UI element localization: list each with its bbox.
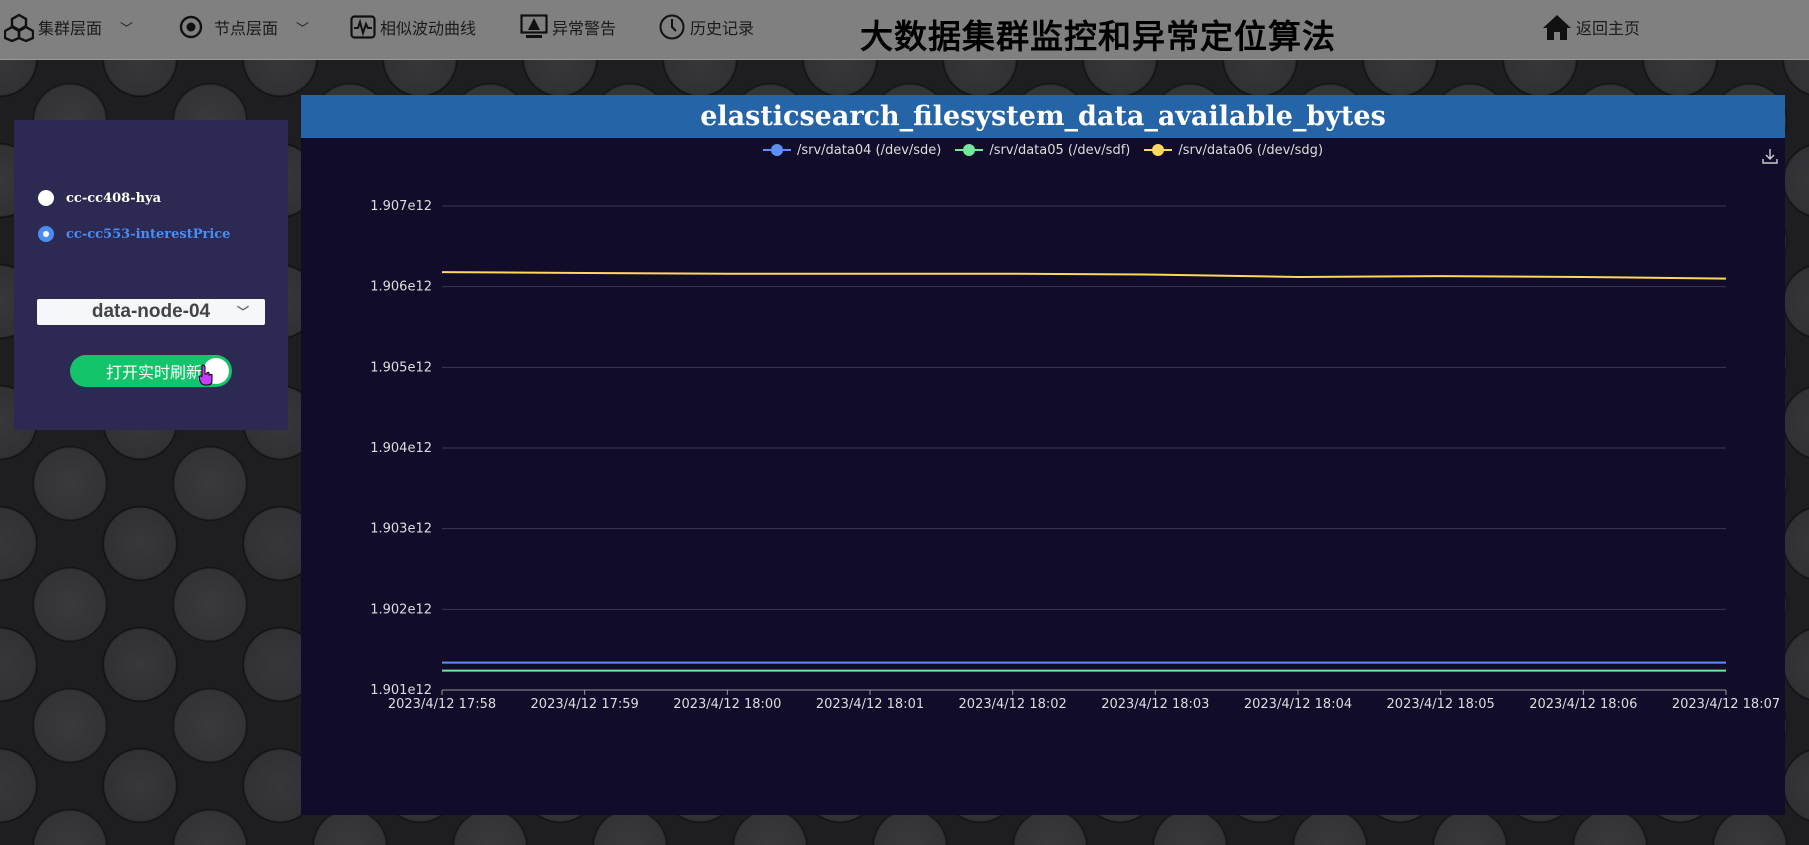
chevron-down-icon: ﹀ bbox=[296, 21, 310, 37]
x-tick-label: 2023/4/12 18:05 bbox=[1387, 697, 1495, 712]
clock-icon bbox=[658, 13, 686, 41]
legend-symbol bbox=[955, 144, 984, 156]
nav-home-label: 返回主页 bbox=[1576, 19, 1641, 38]
legend-label: /srv/data06 (/dev/sdg) bbox=[1178, 142, 1324, 158]
legend-item-series-3[interactable]: /srv/data06 (/dev/sdg) bbox=[1144, 139, 1323, 161]
nav-history[interactable]: 历史记录 bbox=[658, 14, 754, 40]
warning-monitor-icon bbox=[520, 14, 548, 40]
nav-alert[interactable]: 异常警告 bbox=[520, 14, 616, 40]
control-panel: cc-cc408-hya cc-cc553-interestPrice data… bbox=[14, 120, 288, 430]
home-icon bbox=[1542, 13, 1572, 41]
nav-cluster-label: 集群层面 bbox=[38, 19, 103, 38]
y-tick-label: 1.903e12 bbox=[370, 522, 432, 537]
radio-label: cc-cc408-hya bbox=[66, 190, 162, 206]
cubes-icon bbox=[4, 12, 34, 42]
x-tick-label: 2023/4/12 17:59 bbox=[531, 697, 639, 712]
legend-symbol bbox=[1144, 144, 1173, 156]
chart-legend: /srv/data04 (/dev/sde) /srv/data05 (/dev… bbox=[301, 139, 1785, 161]
y-tick-label: 1.907e12 bbox=[370, 199, 432, 214]
x-tick-label: 2023/4/12 18:01 bbox=[816, 697, 924, 712]
chevron-down-icon: ﹀ bbox=[120, 21, 134, 37]
y-tick-label: 1.904e12 bbox=[370, 441, 432, 456]
line-chart: 1.901e12 1.902e12 1.903e12 1.904e12 1.905e12… bbox=[370, 199, 1780, 712]
x-tick-label: 2023/4/12 18:04 bbox=[1244, 697, 1352, 712]
legend-symbol bbox=[762, 144, 791, 156]
x-tick-label: 2023/4/12 18:03 bbox=[1101, 697, 1209, 712]
chevron-down-icon: ﹀ bbox=[236, 305, 249, 319]
waveform-icon bbox=[350, 15, 376, 39]
radio-cluster-cc553[interactable]: cc-cc553-interestPrice bbox=[38, 226, 230, 242]
chart-container: 1.901e12 1.902e12 1.903e12 1.904e12 1.905e12… bbox=[301, 95, 1785, 815]
radio-cluster-cc408[interactable]: cc-cc408-hya bbox=[38, 190, 161, 206]
legend-item-series-2[interactable]: /srv/data05 (/dev/sdf) bbox=[955, 139, 1130, 161]
nav-similar-curves[interactable]: 相似波动曲线 bbox=[350, 14, 476, 40]
nav-alert-label: 异常警告 bbox=[552, 19, 617, 38]
legend-label: /srv/data05 (/dev/sdf) bbox=[989, 142, 1131, 158]
x-tick-label: 2023/4/12 18:00 bbox=[673, 697, 781, 712]
node-select[interactable]: data-node-04 ﹀ bbox=[37, 299, 265, 325]
toggle-label: 打开实时刷新 bbox=[106, 363, 203, 382]
y-tick-label: 1.906e12 bbox=[370, 280, 432, 295]
download-icon[interactable] bbox=[1761, 147, 1779, 169]
nav-cluster[interactable]: 集群层面 ﹀ bbox=[4, 12, 134, 42]
nav-history-label: 历史记录 bbox=[690, 19, 755, 38]
page-title: 大数据集群监控和异常定位算法 bbox=[860, 17, 1336, 56]
radio-label: cc-cc553-interestPrice bbox=[66, 226, 231, 242]
nav-node[interactable]: 节点层面 ﹀ bbox=[178, 14, 309, 40]
nav-similar-label: 相似波动曲线 bbox=[380, 19, 477, 38]
hand-cursor-icon bbox=[198, 364, 214, 390]
x-tick-label: 2023/4/12 18:07 bbox=[1672, 697, 1780, 712]
y-tick-label: 1.901e12 bbox=[370, 683, 432, 698]
y-tick-label: 1.905e12 bbox=[370, 360, 432, 375]
radio-button[interactable] bbox=[38, 190, 54, 206]
series-line-3 bbox=[441, 271, 1727, 280]
nav-node-label: 节点层面 bbox=[214, 19, 279, 38]
target-icon bbox=[178, 14, 204, 40]
radio-button-selected[interactable] bbox=[38, 226, 54, 242]
chart-title: elasticsearch_filesystem_data_available_… bbox=[301, 95, 1785, 138]
x-tick-label: 2023/4/12 18:06 bbox=[1529, 697, 1637, 712]
node-select-value: data-node-04 bbox=[91, 301, 211, 322]
legend-item-series-1[interactable]: /srv/data04 (/dev/sde) bbox=[762, 139, 942, 161]
y-tick-label: 1.902e12 bbox=[370, 602, 432, 617]
legend-label: /srv/data04 (/dev/sde) bbox=[796, 142, 942, 158]
x-tick-label: 2023/4/12 18:02 bbox=[959, 697, 1067, 712]
top-nav-bar: 集群层面 ﹀ 节点层面 ﹀ 相似波动曲线 异常警告 历史记录 大数据集群监控和异… bbox=[0, 0, 1809, 60]
x-tick-label: 2023/4/12 17:58 bbox=[388, 697, 496, 712]
nav-home[interactable]: 返回主页 bbox=[1542, 14, 1640, 40]
